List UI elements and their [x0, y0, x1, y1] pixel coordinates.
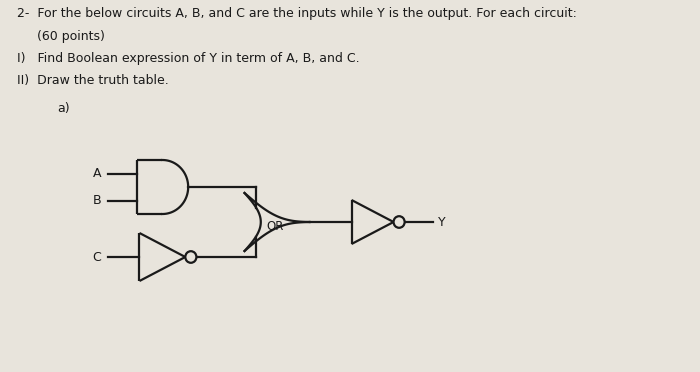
Circle shape: [393, 216, 405, 228]
Text: (60 points): (60 points): [18, 30, 105, 43]
Circle shape: [186, 251, 197, 263]
Text: B: B: [92, 194, 102, 207]
Text: C: C: [92, 250, 102, 263]
Text: 2-  For the below circuits A, B, and C are the inputs while Y is the output. For: 2- For the below circuits A, B, and C ar…: [18, 7, 577, 20]
Text: A: A: [93, 167, 102, 180]
Text: II)  Draw the truth table.: II) Draw the truth table.: [18, 74, 169, 87]
Text: Y: Y: [438, 215, 446, 228]
Text: a): a): [57, 102, 70, 115]
Text: I)   Find Boolean expression of Y in term of A, B, and C.: I) Find Boolean expression of Y in term …: [18, 52, 360, 65]
Text: OR: OR: [267, 219, 284, 232]
